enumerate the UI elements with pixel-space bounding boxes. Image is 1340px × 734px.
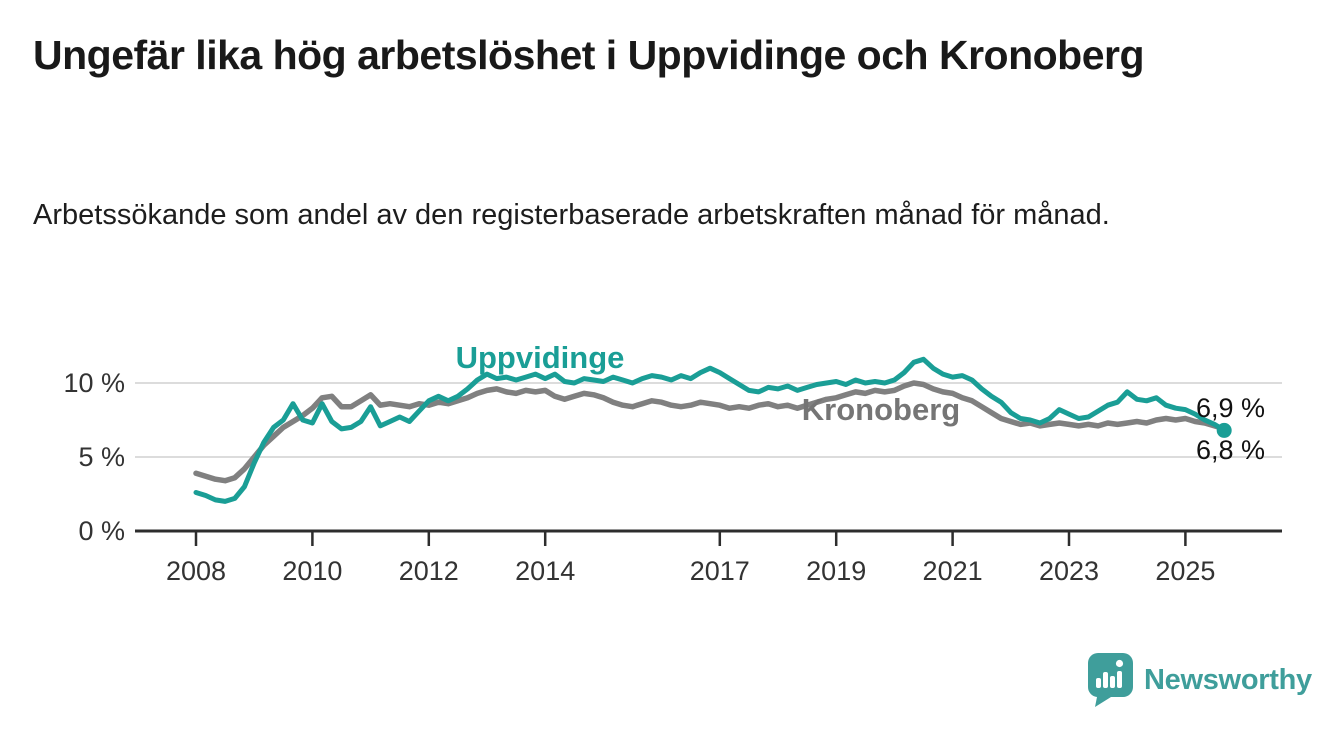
gridlines: [135, 382, 1282, 458]
y-tick-label: 0 %: [78, 516, 125, 546]
newsworthy-logo-icon: [1087, 653, 1133, 707]
x-tick-label: 2021: [923, 556, 983, 586]
newsworthy-brand-text: Newsworthy: [1144, 663, 1312, 696]
y-tick-label: 5 %: [78, 442, 125, 472]
y-axis-labels: 0 % 5 % 10 %: [63, 368, 125, 546]
page-title: Ungefär lika hög arbetslöshet i Uppvidin…: [33, 32, 1145, 78]
x-tick-label: 2008: [166, 556, 226, 586]
x-tick-label: 2025: [1155, 556, 1215, 586]
uppvidinge-series-label: Uppvidinge: [456, 340, 625, 375]
chart-subtitle: Arbetssökande som andel av den registerb…: [33, 199, 1110, 231]
kronoberg-line: [193, 380, 1227, 484]
uppvidinge-latest-value-label: 6,8 %: [1196, 435, 1265, 465]
y-tick-label: 10 %: [63, 368, 125, 398]
kronoberg-series-label: Kronoberg: [802, 392, 960, 427]
newsworthy-brand: Newsworthy: [1086, 652, 1312, 708]
kronoberg-latest-value-label: 6,9 %: [1196, 393, 1265, 423]
x-tick-label: 2019: [806, 556, 866, 586]
x-tick-label: 2010: [282, 556, 342, 586]
uppvidinge-line: [193, 356, 1227, 504]
x-tick-label: 2017: [690, 556, 750, 586]
x-tick-label: 2023: [1039, 556, 1099, 586]
latest-value-dot: [1216, 422, 1232, 438]
x-axis-labels: 2008 2010 2012 2014 2017 2019 2021 2023 2025: [166, 531, 1215, 586]
x-tick-label: 2014: [515, 556, 575, 586]
x-tick-label: 2012: [399, 556, 459, 586]
